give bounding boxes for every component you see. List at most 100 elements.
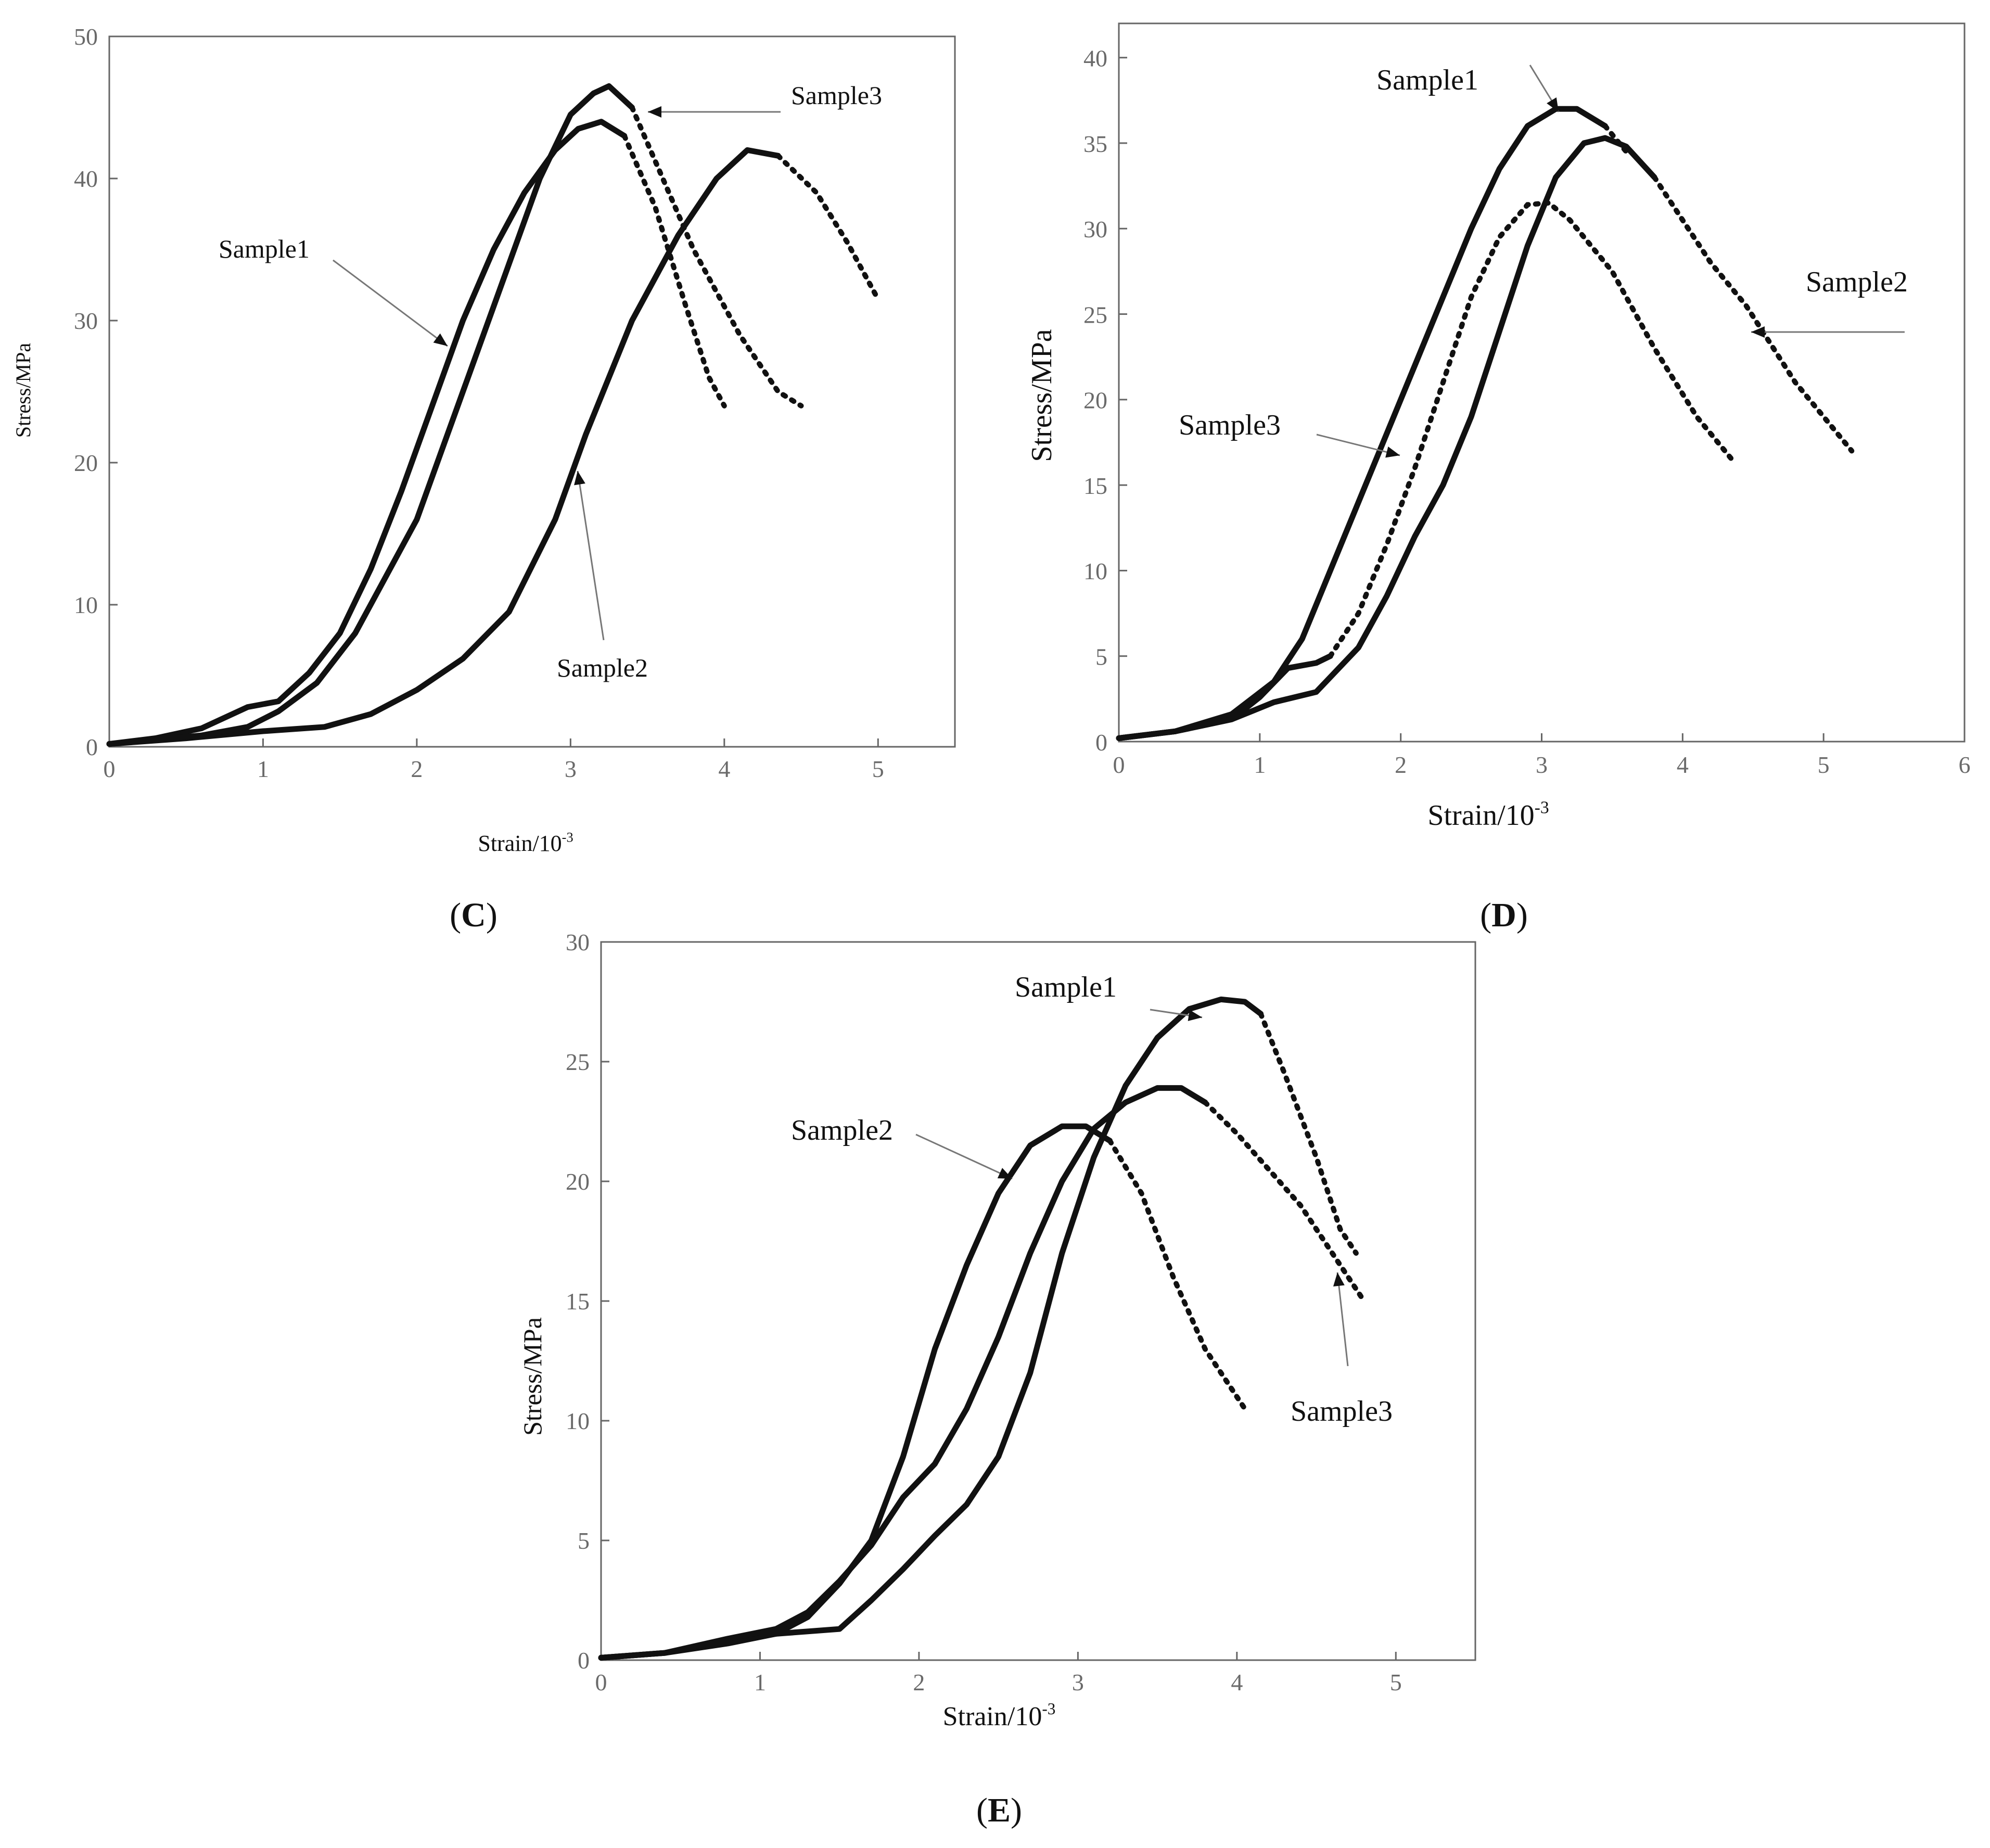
annotation-arrowhead	[1385, 447, 1400, 458]
annotation-label: Sample3	[1179, 409, 1281, 441]
y-tick-label: 40	[1083, 45, 1107, 72]
series-sample2	[106, 147, 881, 747]
annotation-leader-line	[1316, 434, 1400, 456]
panel-label-letter: E	[988, 1791, 1011, 1829]
series-line-solid	[1116, 653, 1333, 741]
x-tick-label: 3	[1536, 751, 1548, 778]
panel-label-open: (	[1480, 896, 1491, 934]
series-sample3	[1116, 200, 1735, 741]
panel-label: (D)	[1480, 896, 1528, 934]
x-tick-label: 4	[1231, 1669, 1243, 1696]
panel-label-open: (	[976, 1791, 988, 1829]
series-sample2	[598, 1123, 1248, 1661]
series-sample1	[106, 119, 727, 747]
x-tick-label: 0	[104, 756, 116, 782]
x-axis-title-superscript: -3	[1535, 798, 1549, 818]
annotation-label: Sample2	[1806, 266, 1908, 298]
panel-label-close: )	[486, 896, 498, 934]
series-sample3	[598, 1085, 1367, 1661]
panel-c: 0 1 2 3 4 501020304050Strain/10-3Stress/MPaSa…	[11, 23, 956, 934]
annotation-arrowhead	[997, 1168, 1012, 1179]
y-tick-label: 10	[1083, 558, 1107, 584]
y-tick-label: 40	[74, 165, 98, 192]
annotation-label: Sample3	[791, 81, 882, 110]
series-line-solid	[106, 119, 628, 747]
y-tick-label: 5	[1095, 644, 1107, 670]
x-tick-label: 1	[257, 756, 269, 782]
y-tick-label: 30	[566, 929, 590, 955]
series-line-dotted	[1258, 1011, 1359, 1256]
x-axis-title-text: Strain/10	[478, 831, 562, 856]
annotation-arrowhead	[1751, 326, 1765, 338]
annotation-leader-line	[915, 1133, 1013, 1180]
series-line-solid	[106, 83, 635, 747]
series-line-dotted	[1107, 1138, 1248, 1411]
annotation-label: Sample1	[1376, 64, 1478, 96]
x-tick-label: 4	[718, 756, 730, 782]
series-line-dotted	[621, 133, 727, 409]
x-tick-label: 0	[595, 1669, 607, 1696]
x-tick-label: 2	[1395, 751, 1407, 778]
annotation-label: Sample1	[1015, 971, 1117, 1003]
y-axis-title: Stress/MPa	[1026, 329, 1058, 462]
x-axis-title-text: Strain/10	[943, 1702, 1042, 1731]
y-tick-label: 30	[74, 308, 98, 334]
panel-label-letter: D	[1491, 896, 1516, 934]
x-tick-label: 4	[1677, 751, 1689, 778]
x-axis-title-superscript: -3	[1042, 1700, 1055, 1718]
x-tick-label: 5	[872, 756, 884, 782]
x-tick-label: 2	[411, 756, 423, 782]
annotation-sample3: Sample3	[1179, 409, 1400, 458]
y-tick-label: 25	[566, 1049, 590, 1075]
series-line-solid	[106, 147, 781, 747]
series-line-dotted	[775, 153, 881, 302]
y-tick-label: 30	[1083, 216, 1107, 243]
annotation-sample2: Sample2	[791, 1114, 1013, 1180]
annotation-sample3: Sample3	[1291, 1272, 1393, 1428]
y-tick-label: 10	[74, 592, 98, 618]
panel-e: 0 1 2 3 4 5 0 5 10 15 20 25 30 Strain/10-3 Stress/MPa S…	[518, 929, 1476, 1829]
annotation-arrowhead	[1333, 1272, 1345, 1287]
series-line-dotted	[1328, 200, 1735, 659]
x-tick-label: 6	[1959, 751, 1971, 778]
annotation-arrowhead	[1188, 1010, 1202, 1022]
panel-label-close: )	[1516, 896, 1528, 934]
annotation-sample3: Sample3	[648, 81, 882, 118]
annotation-label: Sample2	[557, 653, 648, 682]
y-tick-label: 0	[1095, 729, 1107, 756]
series-line-dotted	[1202, 1100, 1367, 1304]
annotation-sample1: Sample1	[219, 234, 448, 347]
panel-label-close: )	[1011, 1791, 1022, 1829]
annotation-sample1: Sample1	[1015, 971, 1203, 1022]
x-tick-label: 5	[1390, 1669, 1402, 1696]
series-line-solid	[1116, 135, 1657, 741]
x-axis-title: Strain/10-3	[478, 829, 573, 856]
series-line-dotted	[1652, 174, 1855, 454]
annotation-label: Sample3	[1291, 1395, 1393, 1428]
x-tick-label: 5	[1818, 751, 1830, 778]
x-tick-label: 0	[1113, 751, 1125, 778]
x-axis-title: Strain/10-3	[943, 1700, 1056, 1731]
annotation-arrowhead	[1547, 97, 1559, 112]
annotation-sample2: Sample2	[557, 470, 648, 682]
y-tick-label: 35	[1083, 131, 1107, 157]
y-tick-label: 20	[74, 450, 98, 476]
x-tick-label: 1	[1254, 751, 1266, 778]
y-tick-label: 25	[1083, 301, 1107, 328]
x-axis-title: Strain/10-3	[1427, 798, 1549, 832]
annotation-leader-line	[333, 259, 448, 347]
series-sample3	[106, 83, 804, 747]
annotation-label: Sample2	[791, 1114, 893, 1146]
annotation-leader-line	[577, 470, 605, 641]
y-tick-label: 15	[566, 1288, 590, 1315]
x-axis-title-text: Strain/10	[1427, 799, 1534, 832]
panel-label-open: (	[450, 896, 461, 934]
series-line-solid	[1116, 106, 1608, 741]
plot-frame	[108, 35, 956, 748]
y-tick-label: 0	[86, 734, 98, 760]
annotation-sample2: Sample2	[1751, 266, 1908, 338]
y-tick-label: 20	[1083, 387, 1107, 414]
series-line-solid	[598, 1085, 1208, 1661]
